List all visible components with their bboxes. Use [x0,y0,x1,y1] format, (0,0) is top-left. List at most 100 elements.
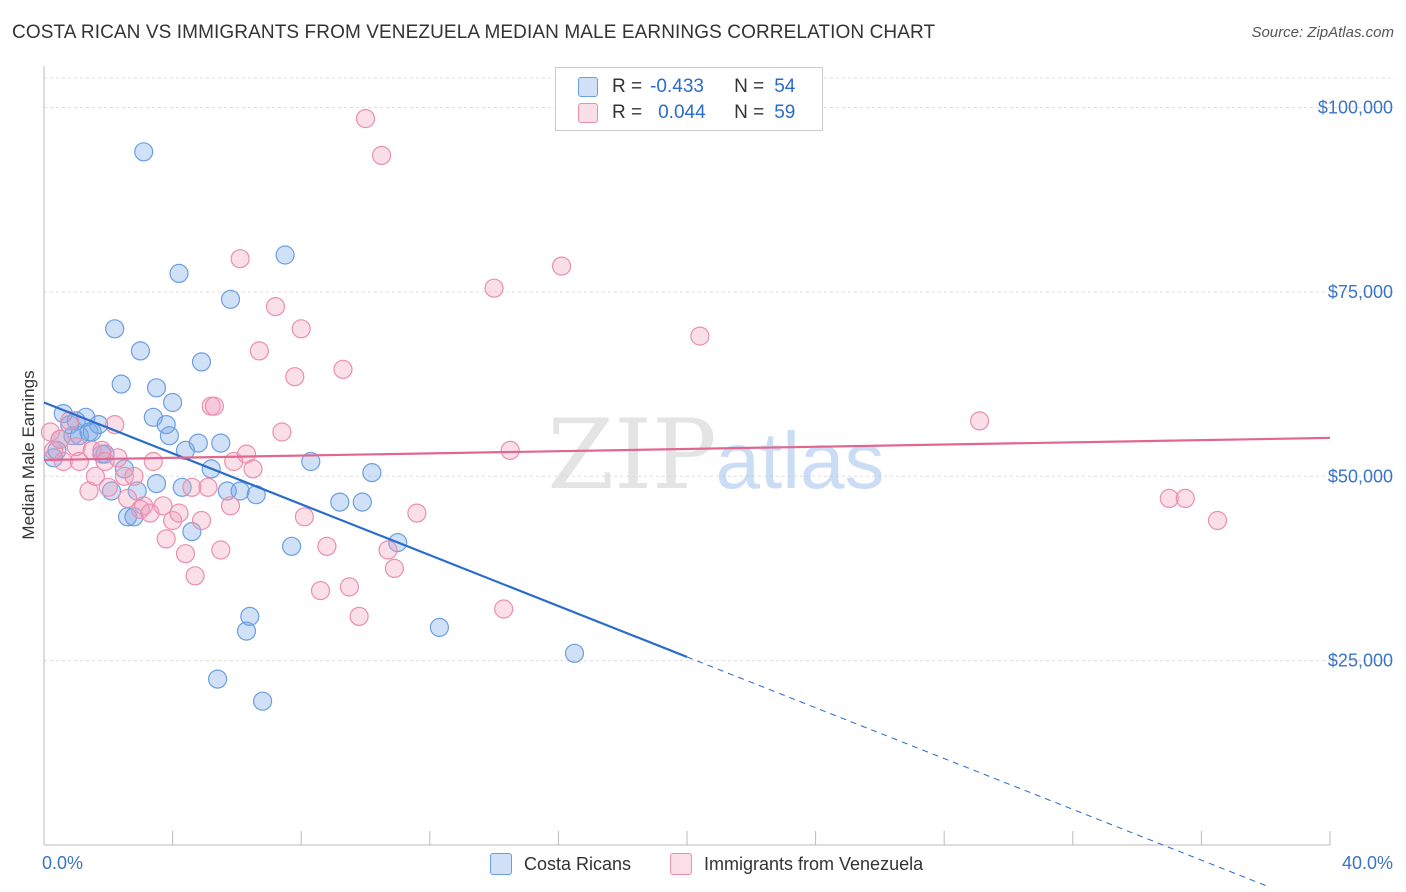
legend-swatch-costa-ricans [578,77,598,97]
point-venezuela [310,580,331,601]
trend-line-costa-ricans [43,401,688,658]
point-venezuela [333,359,353,379]
point-costa-rican [159,426,179,446]
point-venezuela [124,466,144,486]
point-venezuela [169,503,189,523]
legend-r-label: R = [612,102,643,123]
point-costa-rican [172,477,192,497]
point-venezuela [551,256,572,276]
point-costa-rican [114,459,135,479]
point-venezuela [143,451,163,472]
watermark: ZIP atlas [547,399,884,511]
point-costa-rican [188,433,208,453]
legend-row-venezuela: R = 0.044 N = 59 [578,101,795,125]
legend-n-value: 54 [774,76,796,97]
point-venezuela [153,496,173,516]
point-venezuela [220,496,241,516]
point-costa-rican [105,319,125,339]
y-axis-label: Median Male Earnings [19,370,38,539]
point-costa-rican [124,507,144,527]
point-costa-rican [82,422,102,442]
point-venezuela [1207,510,1228,531]
point-venezuela [291,319,311,339]
chart-title: COSTA RICAN VS IMMIGRANTS FROM VENEZUELA… [12,22,936,43]
bottom-legend-costa-ricans[interactable]: Costa Ricans [490,852,631,876]
legend-swatch-venezuela [670,853,692,875]
point-costa-rican [130,341,150,361]
point-venezuela [969,411,990,431]
legend-n-label: N = [734,76,765,97]
point-venezuela [98,477,118,497]
point-venezuela [349,606,369,627]
point-venezuela [1175,488,1195,508]
point-costa-rican [362,463,382,483]
point-venezuela [191,510,212,531]
point-venezuela [249,341,269,361]
legend-label-costa-ricans: Costa Ricans [524,853,632,874]
axes [43,66,1331,846]
legend-swatch-venezuela [578,103,598,123]
bottom-legend-venezuela[interactable]: Immigrants from Venezuela [670,852,923,876]
point-costa-rican [111,374,131,394]
watermark-zip: ZIP [547,399,716,511]
y-tick-labels: $25,000 $50,000 $75,000 $100,000 [1318,98,1393,671]
point-costa-rican [564,643,585,663]
legend-n-value: 59 [774,102,796,123]
x-tick-label-min: 0.0% [42,853,83,873]
point-venezuela [182,477,202,497]
point-costa-rican [330,492,350,512]
legend-n-label: N = [734,102,765,123]
x-tick-label-max: 40.0% [1342,853,1393,873]
legend-swatch-costa-ricans [490,853,512,875]
point-costa-rican [275,245,295,265]
point-costa-rican [169,263,189,283]
point-venezuela [230,249,250,269]
point-venezuela [95,451,115,472]
point-costa-rican [236,621,257,641]
legend-r-label: R = [612,76,643,97]
point-costa-rican [352,492,372,512]
point-costa-rican [253,691,273,711]
point-venezuela [185,566,205,586]
point-venezuela [175,544,196,564]
point-venezuela [134,496,154,516]
point-venezuela [285,367,305,387]
point-costa-rican [191,352,212,372]
legend-row-costa-ricans: R = -0.433 N = 54 [578,75,795,99]
point-costa-rican [63,426,83,446]
point-costa-rican [146,474,167,494]
point-venezuela [198,477,218,497]
point-venezuela [317,536,337,556]
point-venezuela [484,278,504,298]
point-venezuela [372,145,392,165]
point-venezuela [156,529,176,549]
point-venezuela [69,451,90,472]
point-venezuela [211,540,231,560]
point-costa-rican [429,617,449,638]
point-venezuela [50,429,70,449]
point-costa-rican [182,521,202,542]
y-tick-label: $50,000 [1328,466,1393,486]
point-venezuela [40,422,61,442]
point-venezuela [1159,488,1179,508]
point-venezuela [243,459,263,479]
x-tick-labels: 0.0% 40.0% [42,853,1393,873]
point-venezuela [204,396,224,416]
point-venezuela [294,507,314,527]
point-venezuela [384,558,404,579]
legend-r-value: 0.044 [658,102,706,123]
point-venezuela [85,466,106,486]
point-venezuela [339,577,359,597]
point-costa-rican [282,536,302,556]
correlation-legend: R = -0.433 N = 54 R = 0.044 N = 59 [555,67,823,131]
trend-lines [43,401,1331,887]
point-venezuela [66,437,86,457]
point-costa-rican [69,426,90,446]
point-venezuela [163,510,183,531]
chart-source: Source: ZipAtlas.com [1251,24,1394,41]
point-costa-rican [220,289,241,309]
point-costa-rican [230,481,250,501]
y-tick-label: $25,000 [1328,651,1393,671]
gridlines [44,77,1395,662]
